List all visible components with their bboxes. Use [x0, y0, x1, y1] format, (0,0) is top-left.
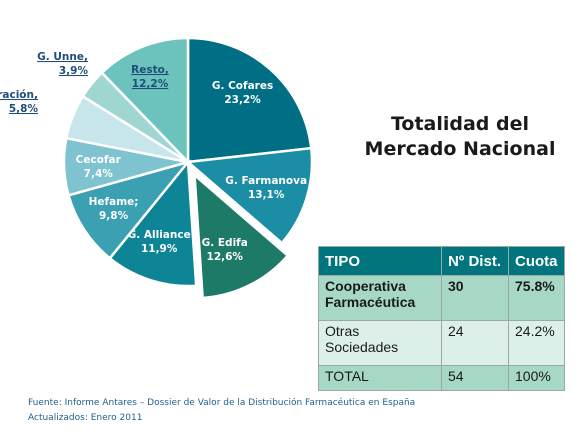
chart-title-line-1: Totalidad del — [390, 113, 530, 135]
cell-dist: 24 — [441, 320, 509, 366]
cell-cuota: 75.8% — [508, 275, 565, 321]
source-line: Fuente: Informe Antares – Dossier de Val… — [28, 398, 416, 408]
pie-slice — [100, 36, 190, 166]
cell-dist: 30 — [441, 275, 509, 321]
slice-label: G. Cofares 23,2% — [212, 80, 273, 106]
pie-slice — [67, 159, 192, 260]
pie-slice — [192, 171, 291, 300]
slice-label: Resto, 12,2% — [131, 64, 169, 90]
table-row: Cooperativa Farmacéutica 30 75.8% — [318, 275, 565, 321]
header-tipo: TIPO — [318, 246, 442, 276]
slice-label: G. Farmanova 13,1% — [225, 175, 307, 201]
slice-label: G. Unne, 3,9% — [37, 51, 88, 77]
cell-tipo: Otras Sociedades — [318, 320, 442, 366]
pie-slice — [186, 36, 313, 164]
source-note: Fuente: Informe Antares – Dossier de Val… — [28, 396, 415, 426]
cell-dist: 54 — [441, 365, 509, 391]
slice-label: Federación,5,8% — [0, 89, 38, 115]
chart-title-line-2: Mercado Nacional — [364, 138, 556, 160]
table-header-row: TIPO Nº Dist. Cuota — [318, 246, 565, 276]
table-row: Otras Sociedades 24 24.2% — [318, 320, 565, 366]
slice-label: G. Alliance 11,9% — [128, 229, 191, 255]
updated-line: Actualizados: Enero 2011 — [28, 413, 143, 423]
cell-cuota: 100% — [508, 365, 565, 391]
distribution-type-table: TIPO Nº Dist. Cuota Cooperativa Farmacéu… — [318, 246, 565, 391]
pie-slice — [108, 158, 198, 288]
slice-label: Cecofar 7,4% — [76, 154, 122, 180]
cell-cuota: 24.2% — [508, 320, 565, 366]
market-share-pie-chart: G. Cofares 23,2% G. Farmanova 13,1% G. Edifa… — [0, 36, 314, 300]
pie-slice — [185, 146, 314, 245]
cell-tipo: TOTAL — [318, 365, 442, 391]
header-cuota: Cuota — [508, 246, 565, 276]
header-num-dist: Nº Dist. — [441, 246, 509, 276]
table-row: TOTAL 54 100% — [318, 365, 565, 391]
chart-title: Totalidad del Mercado Nacional — [360, 112, 560, 162]
slice-label: G. Edifa 12,6% — [202, 237, 248, 263]
slice-label: Hefame; 9,8% — [89, 196, 139, 222]
cell-tipo: Cooperativa Farmacéutica — [318, 275, 442, 321]
